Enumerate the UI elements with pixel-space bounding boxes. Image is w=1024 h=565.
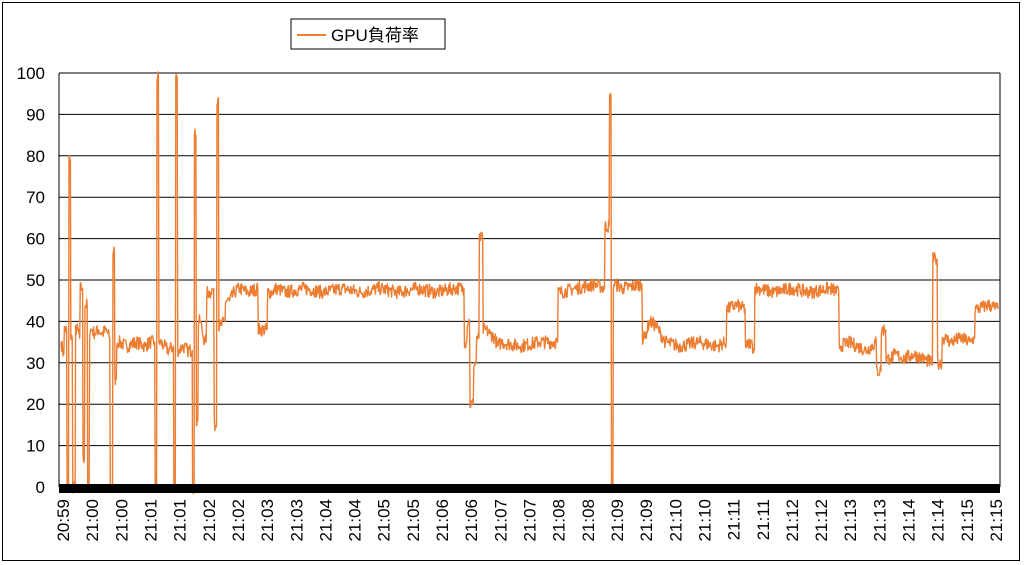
x-tick-label: 21:04 xyxy=(316,499,335,542)
x-tick-label: 21:00 xyxy=(112,499,131,542)
x-tick-label: 21:09 xyxy=(608,499,627,542)
y-tick-label-80: 80 xyxy=(26,147,45,166)
x-tick-label: 21:08 xyxy=(579,499,598,542)
x-tick-label: 21:15 xyxy=(987,499,1006,542)
x-tick-label: 21:06 xyxy=(462,499,481,542)
y-tick-label-100: 100 xyxy=(17,64,45,83)
x-tick-label: 20:59 xyxy=(54,499,73,542)
x-tick-label: 21:01 xyxy=(171,499,190,542)
x-tick-label: 21:11 xyxy=(725,499,744,540)
y-axis-ticks: 0 10 20 30 40 50 60 70 80 90 100 xyxy=(17,64,45,497)
y-tick-label-0: 0 xyxy=(36,478,45,497)
legend: GPU負荷率 xyxy=(290,18,446,50)
x-tick-label: 21:07 xyxy=(491,499,510,542)
x-tick-label: 21:12 xyxy=(812,499,831,542)
x-tick-label: 21:09 xyxy=(637,499,656,542)
y-tick-label-70: 70 xyxy=(26,188,45,207)
grid-lines xyxy=(58,72,1001,487)
x-tick-label: 21:08 xyxy=(550,499,569,542)
x-tick-label: 21:03 xyxy=(258,499,277,542)
y-tick-label-20: 20 xyxy=(26,395,45,414)
x-tick-label: 21:07 xyxy=(521,499,540,542)
x-tick-label: 21:02 xyxy=(229,499,248,542)
y-tick-label-40: 40 xyxy=(26,312,45,331)
x-tick-label: 21:15 xyxy=(958,499,977,542)
x-tick-label: 21:05 xyxy=(375,499,394,542)
x-tick-label: 21:11 xyxy=(754,499,773,540)
y-tick-label-10: 10 xyxy=(26,437,45,456)
x-tick-label: 21:13 xyxy=(841,499,860,542)
x-tick-label: 21:06 xyxy=(433,499,452,542)
x-tick-label: 21:03 xyxy=(287,499,306,542)
legend-label-gpu-load: GPU負荷率 xyxy=(331,26,419,45)
x-tick-label: 21:13 xyxy=(870,499,889,542)
x-tick-label: 21:01 xyxy=(141,499,160,542)
x-tick-label: 21:10 xyxy=(695,499,714,542)
x-tick-label: 21:14 xyxy=(929,499,948,542)
x-axis-ticks: 20:59 21:00 21:00 21:01 21:01 21:02 21:02 21:03… xyxy=(54,499,1006,542)
x-tick-label: 21:12 xyxy=(783,499,802,542)
x-axis-baseline xyxy=(59,484,1000,493)
y-tick-label-90: 90 xyxy=(26,105,45,124)
series-layer xyxy=(60,71,999,495)
x-tick-label: 21:14 xyxy=(900,499,919,542)
x-tick-label: 21:10 xyxy=(666,499,685,542)
x-tick-label: 21:00 xyxy=(83,499,102,542)
y-tick-label-60: 60 xyxy=(26,230,45,249)
x-tick-label: 21:05 xyxy=(404,499,423,542)
x-tick-label: 21:04 xyxy=(346,499,365,542)
series-line-gpu-load xyxy=(60,71,999,495)
y-tick-label-50: 50 xyxy=(26,271,45,290)
x-tick-label: 21:02 xyxy=(200,499,219,542)
y-tick-label-30: 30 xyxy=(26,354,45,373)
